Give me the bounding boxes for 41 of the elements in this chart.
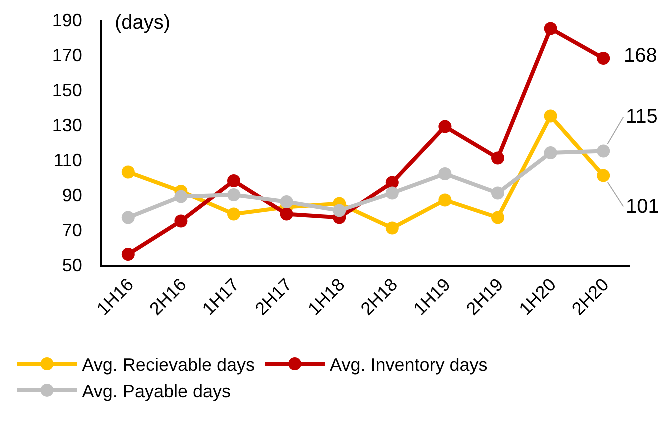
point bbox=[438, 120, 452, 134]
legend-label: Avg. Inventory days bbox=[330, 355, 488, 376]
legend-label: Avg. Recievable days bbox=[82, 355, 256, 376]
point bbox=[122, 248, 135, 261]
point bbox=[280, 196, 294, 208]
y-tick-label: 150 bbox=[52, 80, 82, 100]
y-tick-label: 110 bbox=[54, 150, 82, 170]
point bbox=[438, 194, 452, 207]
y-tick-label: 170 bbox=[52, 45, 82, 66]
data-label: 101 bbox=[626, 196, 660, 218]
y-axis-title: (days) bbox=[115, 12, 171, 34]
point bbox=[174, 214, 188, 228]
point bbox=[386, 176, 399, 190]
point bbox=[280, 208, 294, 221]
point bbox=[492, 152, 504, 165]
y-tick-label: 130 bbox=[52, 115, 82, 136]
point bbox=[492, 186, 504, 200]
point bbox=[333, 204, 346, 218]
y-tick-label: 50 bbox=[62, 255, 82, 276]
point bbox=[544, 22, 558, 36]
data-label: 115 bbox=[626, 106, 658, 128]
point bbox=[228, 174, 240, 188]
point bbox=[228, 208, 240, 221]
point bbox=[228, 188, 240, 202]
data-label: 168 bbox=[624, 45, 658, 67]
point bbox=[386, 186, 399, 200]
point bbox=[438, 168, 452, 180]
y-tick-label: 90 bbox=[62, 185, 82, 206]
point bbox=[174, 190, 188, 204]
point bbox=[544, 110, 558, 123]
point bbox=[597, 169, 610, 182]
point bbox=[122, 211, 135, 224]
point bbox=[597, 144, 610, 158]
point bbox=[597, 52, 610, 65]
legend-label: Avg. Payable days bbox=[82, 381, 232, 402]
y-tick-label: 70 bbox=[62, 220, 82, 240]
point bbox=[122, 166, 135, 179]
point bbox=[386, 222, 399, 235]
y-tick-label: 190 bbox=[52, 10, 82, 30]
point bbox=[544, 146, 558, 160]
point bbox=[492, 211, 504, 224]
